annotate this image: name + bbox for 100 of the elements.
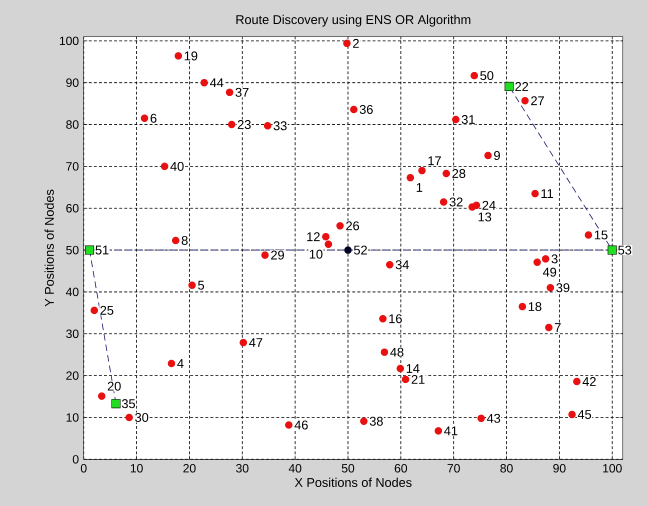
point — [584, 231, 592, 239]
point — [188, 281, 196, 289]
point — [172, 236, 180, 244]
annotation: 36 — [360, 104, 373, 114]
annotation: 12 — [307, 232, 320, 242]
x-tick-label: 80 — [500, 464, 513, 473]
x-tick-label: 20 — [183, 464, 196, 473]
point — [531, 190, 539, 198]
annotation: 26 — [346, 221, 360, 230]
annotation: 10 — [310, 250, 322, 259]
x-tick-label: 30 — [236, 464, 248, 473]
annotation: 7 — [554, 323, 561, 332]
point — [261, 251, 269, 259]
x-tick-label: 60 — [394, 464, 408, 473]
annotation: 49 — [542, 268, 556, 277]
point — [504, 82, 514, 91]
point — [380, 348, 388, 356]
annotation: 41 — [444, 426, 458, 436]
annotation: 45 — [578, 410, 592, 419]
annotation: 22 — [515, 82, 528, 91]
y-tick-label: 20 — [66, 371, 79, 380]
point — [518, 302, 526, 310]
point — [477, 414, 485, 422]
point — [402, 376, 410, 384]
annotation: 16 — [389, 314, 402, 324]
point — [542, 255, 550, 263]
x-tick-label: 50 — [342, 464, 354, 473]
y-axis-title: Y Positions of Nodes — [44, 190, 54, 307]
annotation: 39 — [556, 283, 570, 292]
y-tick-label: 70 — [66, 162, 79, 171]
annotation: 25 — [100, 306, 114, 315]
point — [111, 399, 121, 408]
x-tick-label: 0 — [80, 464, 87, 473]
point — [98, 392, 106, 400]
point — [545, 324, 553, 332]
annotation: 5 — [198, 280, 204, 290]
point — [240, 338, 248, 346]
annotation: 28 — [452, 169, 466, 178]
point — [344, 246, 352, 254]
annotation: 19 — [184, 51, 198, 60]
annotation: 48 — [390, 348, 404, 357]
annotation: 51 — [96, 246, 108, 254]
point — [322, 232, 330, 240]
y-tick-label: 30 — [66, 330, 79, 338]
point — [573, 378, 581, 386]
point — [546, 284, 554, 292]
annotation: 38 — [370, 416, 383, 426]
annotation: 21 — [412, 374, 425, 384]
annotation: 3 — [552, 254, 558, 264]
point — [360, 418, 368, 425]
annotation: 24 — [482, 200, 496, 210]
point — [264, 122, 272, 130]
annotation: 53 — [618, 246, 632, 255]
y-tick-label: 90 — [66, 78, 79, 87]
x-axis-title: X Positions of Nodes — [294, 478, 412, 487]
annotation: 32 — [450, 197, 463, 206]
point — [396, 364, 404, 372]
annotation: 17 — [428, 156, 441, 166]
x-tick-label: 70 — [448, 464, 460, 473]
x-tick-label: 90 — [553, 464, 566, 473]
annotation: 18 — [528, 302, 542, 312]
annotation: 15 — [594, 230, 608, 240]
point — [452, 116, 460, 124]
point — [343, 40, 351, 48]
point — [168, 360, 176, 368]
point — [285, 421, 293, 429]
point — [484, 152, 492, 160]
annotation: 47 — [249, 338, 262, 347]
annotation: 13 — [478, 212, 492, 222]
annotation: 23 — [238, 120, 251, 130]
point — [350, 106, 358, 114]
annotation: 37 — [236, 88, 249, 97]
x-tick-label: 40 — [288, 464, 302, 473]
y-tick-label: 10 — [66, 413, 79, 422]
annotation: 1 — [416, 183, 422, 192]
annotation: 42 — [582, 377, 596, 386]
point — [90, 306, 98, 314]
point — [418, 166, 426, 174]
annotation: 34 — [396, 260, 409, 270]
point — [442, 170, 450, 178]
y-tick-label: 100 — [60, 36, 79, 46]
point — [533, 258, 541, 266]
y-tick-label: 60 — [66, 204, 79, 212]
point — [226, 88, 234, 96]
point — [521, 96, 529, 104]
point — [406, 174, 414, 182]
annotation: 27 — [531, 96, 544, 106]
annotation: 11 — [541, 189, 554, 198]
point — [386, 260, 394, 268]
annotation: 35 — [122, 399, 136, 408]
point — [324, 240, 332, 248]
x-tick-label: 10 — [130, 464, 143, 473]
y-tick-label: 80 — [66, 120, 79, 129]
point — [160, 162, 168, 170]
annotation: 6 — [150, 114, 156, 123]
point — [336, 222, 344, 230]
annotation: 4 — [177, 359, 184, 368]
annotation: 20 — [108, 382, 121, 391]
point — [228, 120, 236, 128]
annotation: 29 — [271, 250, 284, 260]
